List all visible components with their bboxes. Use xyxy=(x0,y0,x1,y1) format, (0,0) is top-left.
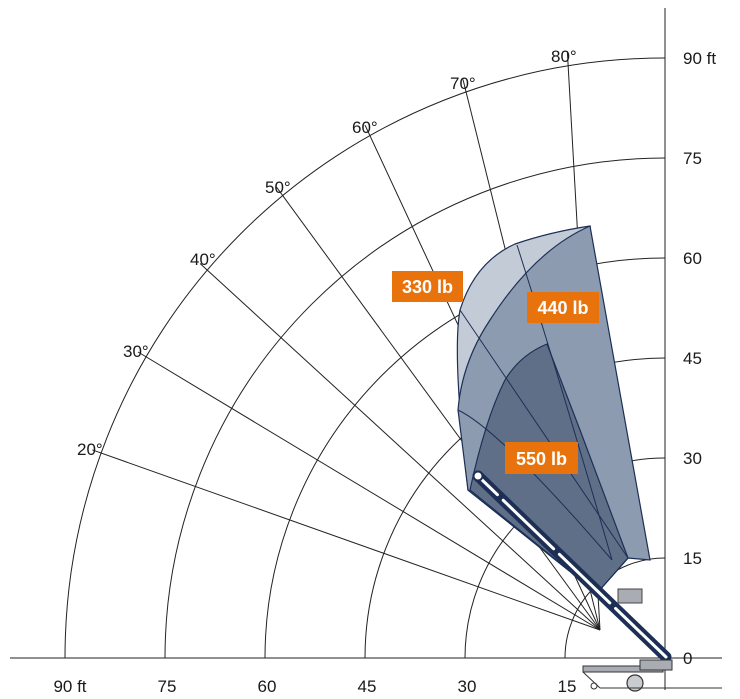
angle-labels: 20° 30° 40° 50° 60° 70° 80° xyxy=(77,47,577,459)
reach-arc-90ft xyxy=(64,57,666,659)
horizontal-axis-labels: 15 30 45 60 75 90 ft xyxy=(53,677,576,696)
reach-arc-75ft xyxy=(164,157,666,659)
v-tick-60: 60 xyxy=(683,249,702,268)
zone-inner-line xyxy=(516,244,613,561)
vertical-axis-labels: 0 15 30 45 60 75 90 ft xyxy=(683,49,716,668)
wheel xyxy=(626,674,644,692)
angle-line-30deg xyxy=(137,351,601,631)
h-tick-30: 30 xyxy=(458,677,477,696)
angle-line-20deg xyxy=(92,449,601,631)
h-tick-75: 75 xyxy=(158,677,177,696)
angle-label-30: 30° xyxy=(123,342,149,361)
load-label-440-text: 440 lb xyxy=(537,298,588,318)
platform-basket xyxy=(617,588,643,604)
load-label-440: 440 lb xyxy=(527,292,599,323)
h-tick-15: 15 xyxy=(558,677,577,696)
angle-line-50deg xyxy=(276,186,601,631)
machine-chassis xyxy=(582,659,722,692)
v-tick-30: 30 xyxy=(683,449,702,468)
boom-tip xyxy=(472,470,484,482)
angle-label-50: 50° xyxy=(265,178,291,197)
angle-label-40: 40° xyxy=(190,250,216,269)
load-label-550-text: 550 lb xyxy=(516,449,567,469)
reach-arcs xyxy=(64,57,666,659)
angle-label-70: 70° xyxy=(450,74,476,93)
load-label-330-text: 330 lb xyxy=(402,277,453,297)
boom xyxy=(472,470,672,663)
h-tick-60: 60 xyxy=(258,677,277,696)
angle-label-60: 60° xyxy=(352,118,378,137)
angle-label-80: 80° xyxy=(551,47,577,66)
v-tick-90: 90 ft xyxy=(683,49,716,68)
v-tick-0: 0 xyxy=(683,649,692,668)
v-tick-15: 15 xyxy=(683,549,702,568)
load-label-330: 330 lb xyxy=(392,271,463,302)
angle-label-20: 20° xyxy=(77,440,103,459)
zone-inner-line xyxy=(459,309,629,559)
load-label-550: 550 lb xyxy=(505,442,578,474)
h-tick-45: 45 xyxy=(358,677,377,696)
v-tick-75: 75 xyxy=(683,149,702,168)
work-envelope xyxy=(456,225,651,594)
v-tick-45: 45 xyxy=(683,349,702,368)
angle-line-40deg xyxy=(199,263,601,631)
h-tick-90: 90 ft xyxy=(53,677,86,696)
